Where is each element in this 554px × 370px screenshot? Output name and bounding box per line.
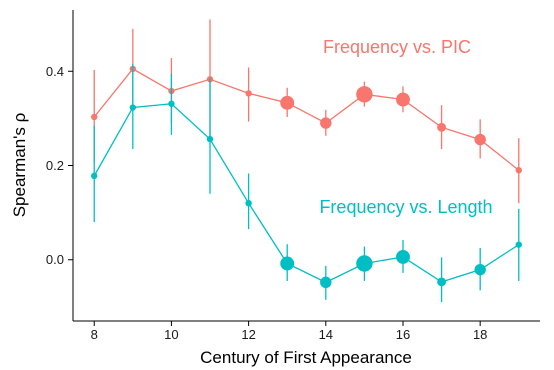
y-axis-title: Spearman's ρ bbox=[10, 113, 29, 218]
data-point-1-16 bbox=[396, 249, 410, 264]
data-point-1-11 bbox=[206, 135, 214, 143]
data-point-0-13 bbox=[280, 95, 295, 110]
series-line-1 bbox=[93, 103, 520, 284]
data-point-1-10 bbox=[168, 100, 175, 107]
plot-area bbox=[91, 19, 522, 303]
data-point-0-19 bbox=[515, 167, 522, 174]
data-point-0-18 bbox=[474, 133, 486, 146]
y-tick-label-1: 0.2 bbox=[46, 158, 64, 173]
data-point-1-8 bbox=[91, 172, 98, 180]
axes: 8 10 12 14 16 18 0.0 0.2 0.4 bbox=[46, 10, 540, 342]
x-tick-label-10: 10 bbox=[164, 327, 178, 342]
x-tick-label-14: 14 bbox=[319, 327, 333, 342]
annotations: Frequency vs. PIC Frequency vs. Length bbox=[319, 37, 492, 217]
series-line-0 bbox=[93, 68, 520, 171]
data-point-0-17 bbox=[437, 122, 447, 132]
data-point-0-8 bbox=[91, 113, 98, 121]
y-tick-label-0: 0.0 bbox=[46, 252, 64, 267]
x-tick-label-12: 12 bbox=[241, 327, 255, 342]
annotation-pic: Frequency vs. PIC bbox=[323, 37, 471, 57]
data-point-0-14 bbox=[320, 117, 332, 129]
data-point-0-16 bbox=[396, 92, 410, 107]
data-point-0-12 bbox=[245, 90, 252, 97]
series-1 bbox=[91, 64, 522, 303]
annotation-length: Frequency vs. Length bbox=[319, 197, 492, 217]
data-point-0-15 bbox=[356, 86, 373, 103]
data-point-1-18 bbox=[474, 263, 486, 276]
data-point-1-15 bbox=[356, 255, 373, 272]
series-0 bbox=[91, 19, 522, 204]
y-tick-label-2: 0.4 bbox=[46, 64, 64, 79]
data-point-1-17 bbox=[437, 277, 447, 287]
data-point-1-13 bbox=[280, 256, 295, 271]
data-point-1-12 bbox=[245, 199, 252, 207]
x-tick-label-16: 16 bbox=[396, 327, 410, 342]
x-axis-title: Century of First Appearance bbox=[200, 348, 412, 367]
x-tick-label-8: 8 bbox=[91, 327, 98, 342]
data-point-1-14 bbox=[320, 276, 332, 289]
data-point-1-19 bbox=[515, 241, 522, 248]
data-point-1-9 bbox=[129, 104, 137, 111]
x-tick-label-18: 18 bbox=[473, 327, 487, 342]
